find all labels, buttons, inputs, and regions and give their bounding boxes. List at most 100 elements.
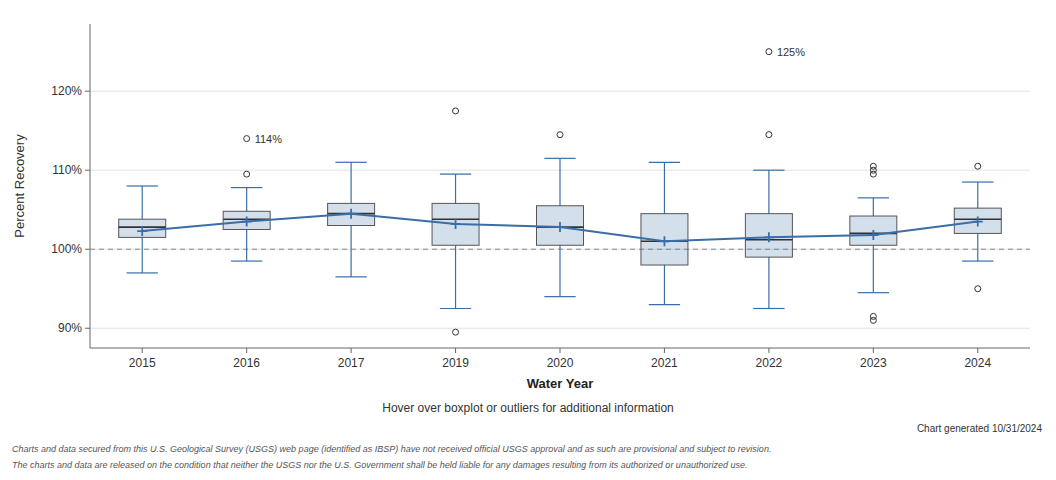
box	[850, 216, 897, 245]
box	[745, 214, 792, 257]
mean-marker	[868, 230, 878, 240]
mean-marker	[242, 217, 252, 227]
chart: 90%100%110%120%Percent Recovery201520162…	[0, 0, 1056, 480]
x-tick	[768, 348, 769, 353]
mean-marker	[346, 209, 356, 219]
whisker-high	[246, 188, 247, 212]
x-tick	[246, 348, 247, 353]
cap-low	[544, 296, 575, 297]
outlier	[453, 329, 459, 335]
x-tick-label: 2019	[442, 356, 469, 370]
mean-marker	[764, 232, 774, 242]
mean-marker	[659, 236, 669, 246]
cap-low	[753, 308, 784, 309]
whisker-low	[246, 229, 247, 261]
whisker-high	[768, 170, 769, 213]
y-tick	[85, 170, 90, 171]
x-axis: 2015 2016 2017 2019 2020 2021 2022 2023 2024	[90, 348, 1030, 370]
whisker-low	[351, 226, 352, 277]
cap-low	[127, 272, 158, 273]
whisker-low	[873, 245, 874, 292]
x-tick-label: 2015	[129, 356, 156, 370]
whisker-high	[455, 174, 456, 203]
x-tick-label: 2021	[651, 356, 678, 370]
box-group	[745, 132, 792, 309]
box	[954, 208, 1001, 233]
whisker-high	[873, 198, 874, 216]
y-tick-label: 110%	[52, 163, 82, 177]
mean-marker	[137, 226, 147, 236]
y-tick-label: 90%	[58, 321, 82, 335]
outlier	[975, 286, 981, 292]
x-tick	[351, 348, 352, 353]
footer-note: Charts and data secured from this U.S. G…	[12, 444, 771, 454]
cap-low	[858, 292, 889, 293]
y-tick-label: 100%	[51, 242, 82, 256]
outlier-label: 114%	[255, 133, 283, 145]
whisker-low	[455, 245, 456, 308]
box-group	[641, 162, 688, 304]
whisker-low	[768, 257, 769, 308]
cap-high	[544, 158, 575, 159]
x-tick-label: 2020	[547, 356, 574, 370]
box	[537, 206, 584, 246]
grid	[90, 91, 1030, 328]
cap-low	[335, 276, 366, 277]
outlier	[766, 132, 772, 138]
cap-high	[962, 181, 993, 182]
outlier	[453, 108, 459, 114]
x-tick	[560, 348, 561, 353]
x-tick	[455, 348, 456, 353]
footer-note: The charts and data are released on the …	[12, 460, 747, 470]
y-tick	[85, 328, 90, 329]
box-group	[850, 163, 897, 323]
cap-low	[649, 304, 680, 305]
y-tick	[85, 91, 90, 92]
cap-high	[440, 174, 471, 175]
whisker-high	[351, 162, 352, 203]
cap-low	[962, 260, 993, 261]
cap-high	[753, 170, 784, 171]
mean-marker	[555, 222, 565, 232]
x-tick	[142, 348, 143, 353]
mean-marker	[973, 217, 983, 227]
outlier	[244, 171, 250, 177]
box	[119, 219, 166, 237]
cap-low	[231, 260, 262, 261]
cap-high	[335, 162, 366, 163]
grid-line	[90, 328, 1030, 329]
outlier	[557, 132, 563, 138]
outlier-labels: 114%125%	[255, 46, 806, 145]
mean-marker	[451, 219, 461, 229]
whisker-high	[977, 182, 978, 208]
cap-low	[440, 308, 471, 309]
caption: Hover over boxplot or outliers for addit…	[382, 401, 673, 415]
cap-high	[858, 197, 889, 198]
y-tick-label: 120%	[51, 84, 82, 98]
labeled-outlier	[244, 136, 250, 142]
whisker-high	[559, 158, 560, 205]
x-tick-label: 2017	[338, 356, 365, 370]
labeled-outlier	[766, 49, 772, 55]
x-tick-label: 2024	[964, 356, 991, 370]
mean-line	[142, 214, 978, 242]
x-tick	[664, 348, 665, 353]
x-tick-label: 2023	[860, 356, 887, 370]
x-tick-label: 2016	[233, 356, 260, 370]
grid-line	[90, 91, 1030, 92]
y-axis: 90% 100% 110% 120%	[51, 24, 90, 348]
whisker-low	[559, 245, 560, 296]
box-group	[223, 171, 270, 261]
cap-high	[127, 185, 158, 186]
y-tick	[85, 249, 90, 250]
whisker-high	[664, 162, 665, 213]
whisker-low	[664, 265, 665, 305]
x-axis-label: Water Year	[527, 376, 594, 391]
plot-marks	[90, 49, 1030, 336]
x-tick-label: 2022	[756, 356, 783, 370]
cap-high	[231, 187, 262, 188]
cap-high	[649, 162, 680, 163]
box-group	[328, 162, 375, 277]
outlier	[870, 313, 876, 319]
box-group	[537, 132, 584, 297]
